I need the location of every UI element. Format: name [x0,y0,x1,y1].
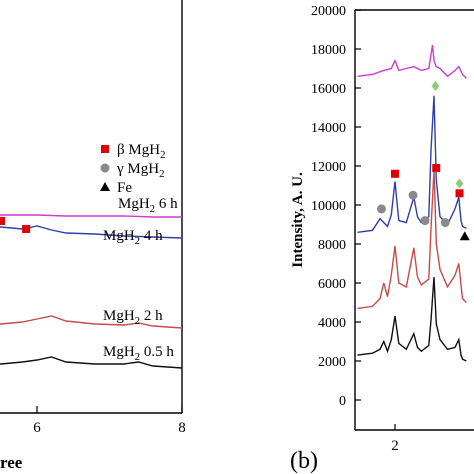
panel-a-series-line-2 [0,315,183,329]
panel-a-legend-label: Fe [117,180,132,196]
panel-b-y-tick-label: 14000 [311,121,346,136]
panel-b: 0 2000 4000 6000 8000 10000 12000 14000 16000 180… [290,4,474,474]
panel-b-peak-marker [455,178,464,189]
panel-a-legend-marker [100,163,110,173]
panel-a-x-axis-label: ree [0,453,23,472]
panel-b-y-axis-label: Intensity, A. U. [290,172,306,268]
panel-a-markers [0,217,31,233]
panel-b-series-line-1 [357,95,467,233]
panel-b-y-tick-label: 10000 [311,199,346,214]
panel-b-y-tick-label: 4000 [318,316,346,331]
panel-b-peak-marker [420,216,430,226]
panel-a-series-line-1 [0,225,183,239]
panel-a-legend-label: γ MgH2 [116,161,164,180]
panel-a-peak-marker [22,225,31,233]
panel-b-series-line-2 [357,169,467,310]
panel-a-series [0,214,183,369]
panel-b-series-line-3 [357,277,467,362]
panel-a-series-label: MgH2 0.5 h [103,344,174,363]
panel-b-peak-marker [431,81,440,92]
panel-b-peak-marker [377,204,386,214]
panel-b-y-tick-label: 8000 [318,238,346,253]
panel-b-x-ticks: 2 [391,424,399,454]
panel-b-peak-marker [455,189,464,198]
panel-b-label: (b) [290,448,318,474]
panel-a-x-tick-label: 6 [33,420,41,436]
panel-b-y-tick-label: 18000 [311,43,346,58]
panel-b-y-tick-label: 2000 [318,355,346,370]
panel-a-series-line-3 [0,356,183,369]
panel-a-legend-label: β MgH2 [117,142,165,161]
panel-b-markers [377,81,470,241]
panel-a-series-label: MgH2 2 h [103,308,163,327]
panel-b-y-tick-label: 6000 [318,277,346,292]
panel-b-y-tick-label: 0 [339,394,346,409]
panel-b-peak-marker [440,218,450,228]
panel-b-peak-marker [408,190,418,200]
panel-a-series-line-0 [0,214,182,218]
panel-b-peak-marker [391,169,399,178]
panel-b-y-ticks: 0 2000 4000 6000 8000 10000 12000 14000 16000 180… [311,4,361,409]
panel-b-y-tick-label: 12000 [311,160,346,175]
panel-b-y-tick-label: 16000 [311,82,346,97]
panel-a-legend-marker [100,182,110,191]
panel-a-legend-marker [101,145,109,153]
panel-a-series-label: MgH2 4 h [103,228,163,247]
panel-a-x-tick-label: 8 [178,420,186,436]
panel-b-series-line-0 [357,44,467,79]
panel-b-series [357,44,467,362]
panel-b-peak-marker [459,231,470,241]
panel-b-x-tick-label: 2 [391,438,399,454]
panel-a-peak-marker [0,217,5,225]
panel-b-y-tick-label: 20000 [311,4,346,19]
panel-a-series-labels: MgH2 6 h MgH2 4 h MgH2 2 h MgH2 0.5 h [103,196,178,363]
panel-b-peak-marker [432,163,441,172]
panel-a-series-label: MgH2 6 h [118,196,178,215]
